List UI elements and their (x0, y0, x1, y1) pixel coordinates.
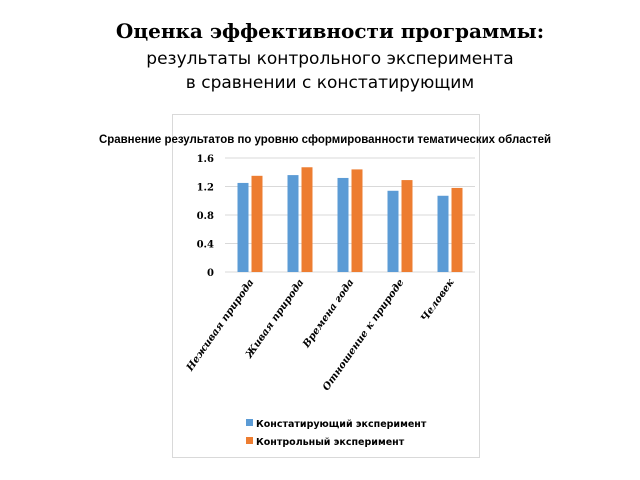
gridlines (225, 157, 475, 273)
category-label: Времена года (301, 277, 357, 350)
bar-2-1 (251, 175, 263, 272)
bar-1-5 (437, 195, 449, 272)
bar-2-2 (301, 167, 313, 272)
slide-subtitle: результаты контрольного эксперимента в с… (0, 47, 640, 95)
bar-2-3 (351, 169, 363, 272)
bars (237, 167, 463, 272)
legend: Констатирующий эксперимент Контрольный эк… (246, 419, 427, 448)
bar-2-5 (451, 187, 463, 272)
bar-2-4 (401, 180, 413, 272)
y-tick-label: 0.8 (197, 211, 214, 222)
slide-title: Оценка эффективности программы: (115, 19, 545, 43)
bar-1-2 (287, 175, 299, 272)
bar-1-3 (337, 177, 349, 272)
legend-swatch-2 (246, 437, 253, 444)
chart-title: Сравнение результатов по уровню сформиро… (99, 132, 551, 146)
y-axis-ticks: 0 0.4 0.8 1.2 1.6 (197, 154, 214, 279)
legend-swatch-1 (246, 419, 253, 426)
y-tick-label: 1.6 (197, 154, 214, 165)
category-label: Отношение к природе (321, 277, 407, 393)
y-tick-label: 0 (207, 268, 214, 279)
legend-label-2: Контрольный эксперимент (256, 437, 405, 448)
bar-1-4 (387, 190, 399, 272)
subtitle-line-1: результаты контрольного эксперимента (146, 49, 514, 69)
category-label: Человек (419, 277, 456, 324)
subtitle-line-2: в сравнении с констатирующим (185, 73, 475, 93)
category-label: Неживая природа (184, 277, 256, 374)
chart-frame (172, 114, 480, 458)
y-tick-label: 0.4 (197, 240, 214, 251)
bar-1-1 (237, 182, 249, 272)
legend-label-1: Констатирующий эксперимент (256, 419, 427, 430)
category-label: Живая природа (243, 277, 306, 361)
y-tick-label: 1.2 (197, 183, 214, 194)
